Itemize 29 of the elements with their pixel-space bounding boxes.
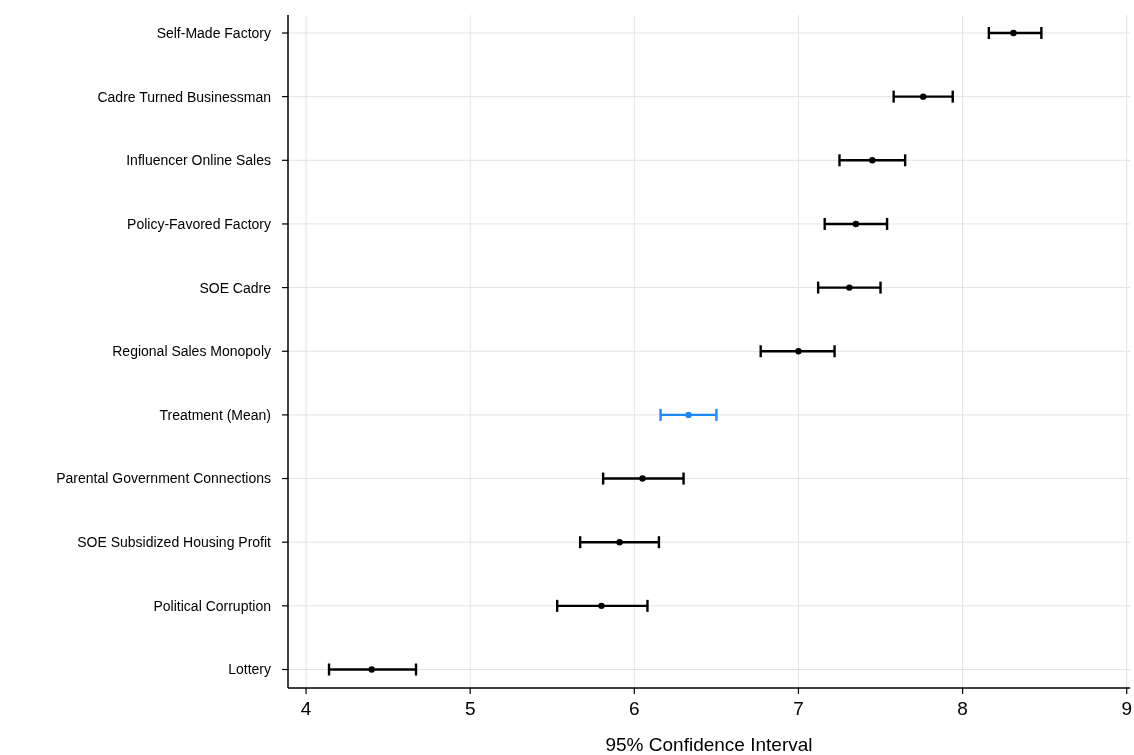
y-tick-label: SOE Cadre — [199, 279, 272, 296]
x-tick-label: 7 — [793, 698, 804, 719]
point — [368, 666, 375, 673]
point — [919, 93, 927, 100]
y-tick-label: Political Corruption — [153, 597, 271, 614]
point — [685, 411, 692, 419]
point — [598, 602, 605, 610]
point — [1010, 29, 1017, 37]
y-tick-label: SOE Subsidized Housing Profit — [77, 534, 272, 551]
point — [852, 220, 860, 228]
x-tick-label: 5 — [464, 698, 476, 719]
point — [639, 475, 646, 482]
point — [795, 348, 802, 355]
x-tick-label: 6 — [629, 698, 640, 719]
y-tick-label: Self-Made Factory — [156, 24, 271, 41]
x-tick-label: 4 — [300, 698, 312, 719]
y-tick-label: Policy-Favored Factory — [127, 215, 271, 232]
y-tick-label: Parental Government Connections — [56, 470, 271, 487]
y-tick-label: Treatment (Mean) — [159, 406, 271, 423]
point — [846, 284, 853, 291]
x-tick-label: 9 — [1121, 698, 1133, 719]
y-tick-label: Regional Sales Monopoly — [112, 343, 271, 360]
point — [616, 539, 623, 546]
y-tick-label: Cadre Turned Businessman — [97, 88, 271, 105]
x-tick-label: 8 — [957, 698, 968, 719]
y-tick-label: Influencer Online Sales — [126, 152, 271, 169]
x-axis-title: 95% Confidence Interval — [605, 734, 813, 755]
point — [869, 157, 876, 164]
y-tick-label: Lottery — [228, 661, 271, 678]
